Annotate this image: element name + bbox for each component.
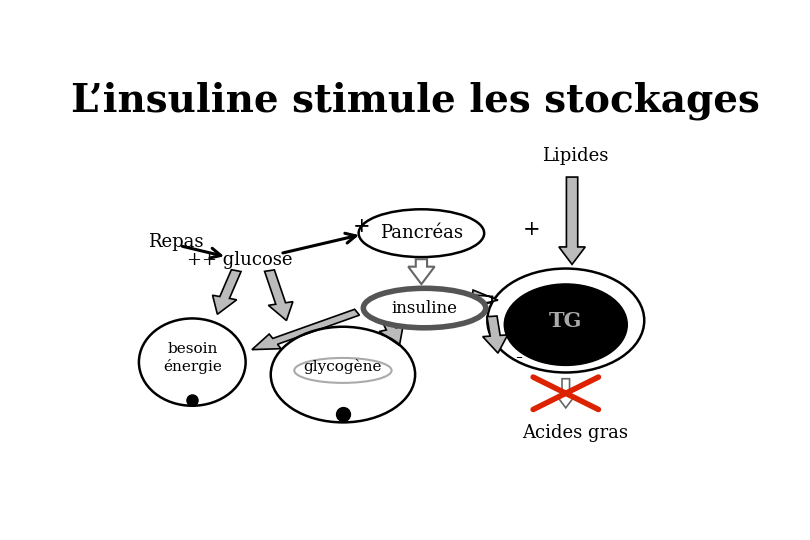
FancyArrow shape: [379, 320, 403, 346]
FancyArrow shape: [559, 177, 586, 265]
Text: -: -: [515, 348, 522, 367]
FancyArrow shape: [252, 309, 360, 349]
Text: Repas: Repas: [148, 233, 204, 251]
Circle shape: [505, 284, 627, 366]
FancyArrow shape: [471, 290, 498, 307]
Text: +: +: [353, 217, 371, 235]
FancyArrow shape: [557, 379, 574, 408]
Text: TG: TG: [549, 310, 582, 330]
Text: Acides gras: Acides gras: [522, 424, 629, 442]
FancyArrow shape: [483, 316, 508, 353]
Text: insuline: insuline: [391, 300, 458, 316]
FancyArrow shape: [408, 259, 435, 284]
Text: besoin
énergie: besoin énergie: [163, 342, 222, 374]
FancyArrow shape: [265, 270, 293, 321]
Text: L’insuline stimule les stockages: L’insuline stimule les stockages: [70, 82, 760, 120]
Text: Pancréas: Pancréas: [380, 224, 463, 242]
Text: Lipides: Lipides: [542, 146, 608, 165]
Ellipse shape: [364, 288, 486, 328]
Text: +: +: [522, 220, 540, 239]
FancyArrow shape: [212, 269, 241, 314]
Text: glycogène: glycogène: [304, 359, 382, 374]
Text: ++ glucose: ++ glucose: [186, 251, 292, 269]
